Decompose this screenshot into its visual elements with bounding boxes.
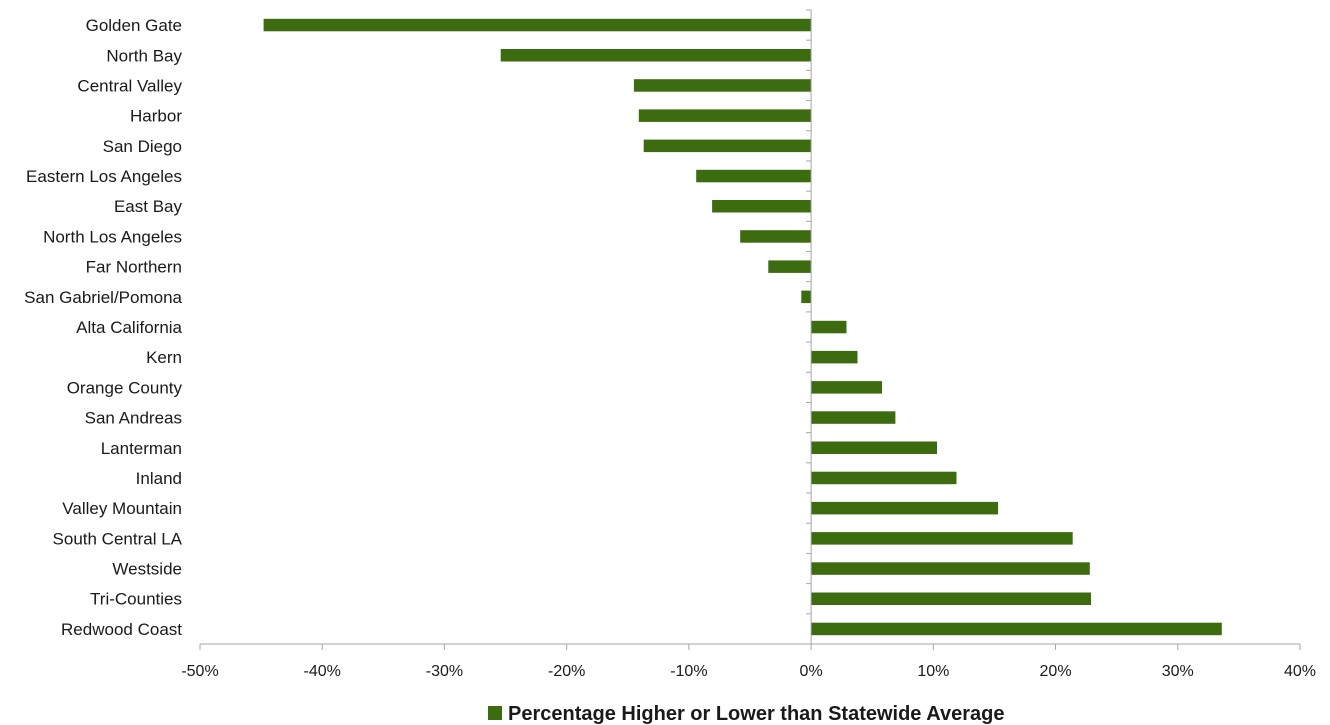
legend-label: Percentage Higher or Lower than Statewid… [508,703,1004,725]
category-label: East Bay [114,197,183,216]
bar-18 [811,562,1090,575]
category-label: Westside [112,560,182,579]
bar-13 [811,411,896,424]
category-label: Tri-Counties [90,590,182,609]
x-tick-label: -50% [181,663,218,680]
category-label: South Central LA [53,529,183,548]
x-tick-label: 10% [917,663,949,680]
category-label: Golden Gate [86,16,182,35]
bar-12 [811,381,882,394]
x-tick-label: -10% [670,663,707,680]
bar-3 [638,109,812,122]
category-label: Far Northern [86,258,182,277]
bar-4 [643,139,812,153]
category-label: Central Valley [77,77,182,96]
x-tick-label: -20% [548,663,585,680]
bar-6 [712,200,812,213]
x-tick-label: 40% [1284,663,1316,680]
category-label: Eastern Los Angeles [26,167,182,186]
bar-0 [263,18,812,32]
bar-15 [811,471,957,485]
category-label: San Andreas [85,409,182,428]
bar-16 [811,501,999,515]
category-label: Harbor [130,107,182,126]
bar-10 [811,320,847,334]
legend-swatch [488,706,502,720]
category-label: Orange County [67,378,183,397]
category-label: Lanterman [101,439,182,458]
category-label: North Bay [106,46,182,65]
category-label: Redwood Coast [61,620,182,639]
bar-9 [801,290,812,304]
legend: Percentage Higher or Lower than Statewid… [488,703,1004,725]
bar-14 [811,441,937,454]
bar-17 [811,532,1073,545]
x-tick-label: -40% [304,663,341,680]
bar-8 [768,260,812,273]
bar-5 [696,169,812,183]
category-label: Valley Mountain [62,499,182,518]
x-tick-label: 20% [1040,663,1072,680]
category-label: San Gabriel/Pomona [24,288,182,307]
x-tick-label: -30% [426,663,463,680]
axes-group: Golden Gate North Bay Central Valley Harbor… [24,9,1316,680]
category-label: Kern [146,348,182,367]
bar-19 [811,592,1091,605]
bar-7 [740,230,812,243]
x-tick-label: 30% [1162,663,1194,680]
category-label: Inland [136,469,182,488]
x-tick-label: 0% [800,663,823,680]
category-label: North Los Angeles [43,227,182,246]
category-label: Alta California [76,318,182,337]
bar-11 [811,350,858,364]
bar-1 [500,49,812,62]
bar-2 [633,79,812,92]
category-label: San Diego [103,137,182,156]
bars-group [263,18,1222,636]
bar-20 [811,622,1222,636]
